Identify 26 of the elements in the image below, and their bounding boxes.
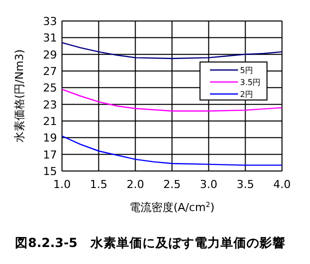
x-tick-label: 2.5 xyxy=(163,178,181,191)
y-tick-label: 17 xyxy=(43,148,57,162)
caption: 図8.2.3-5 水素単価に及ぼす電力単価の影響 xyxy=(15,235,286,250)
legend-label: 3.5円 xyxy=(240,78,261,87)
x-tick-label: 1.0 xyxy=(53,178,71,191)
y-tick-label: 23 xyxy=(43,98,57,112)
y-tick-label: 33 xyxy=(43,15,57,28)
y-tick-label: 19 xyxy=(43,132,57,145)
line-series xyxy=(61,42,283,60)
y-tick-label: 31 xyxy=(43,32,57,45)
x-tick-label: 3.0 xyxy=(200,178,218,191)
y-tick-label: 15 xyxy=(43,165,57,178)
x-tick-label: 3.5 xyxy=(236,178,254,191)
y-axis-title: 水素価格(円/Nm3) xyxy=(13,49,26,143)
line-series xyxy=(61,135,283,166)
legend-label: 2円 xyxy=(240,90,254,99)
y-tick-label: 25 xyxy=(43,82,57,95)
y-tick-label: 21 xyxy=(43,115,57,128)
y-tick-label: 27 xyxy=(43,65,57,78)
y-tick-label: 29 xyxy=(43,48,57,62)
x-tick-label: 1.5 xyxy=(90,178,108,191)
x-tick-label: 4.0 xyxy=(273,178,291,191)
x-tick-label: 2.0 xyxy=(126,178,144,191)
line-series xyxy=(61,88,283,112)
x-axis-title: 電流密度(A/cm$^{2}$) xyxy=(129,201,215,214)
legend-label: 5円 xyxy=(240,66,254,75)
